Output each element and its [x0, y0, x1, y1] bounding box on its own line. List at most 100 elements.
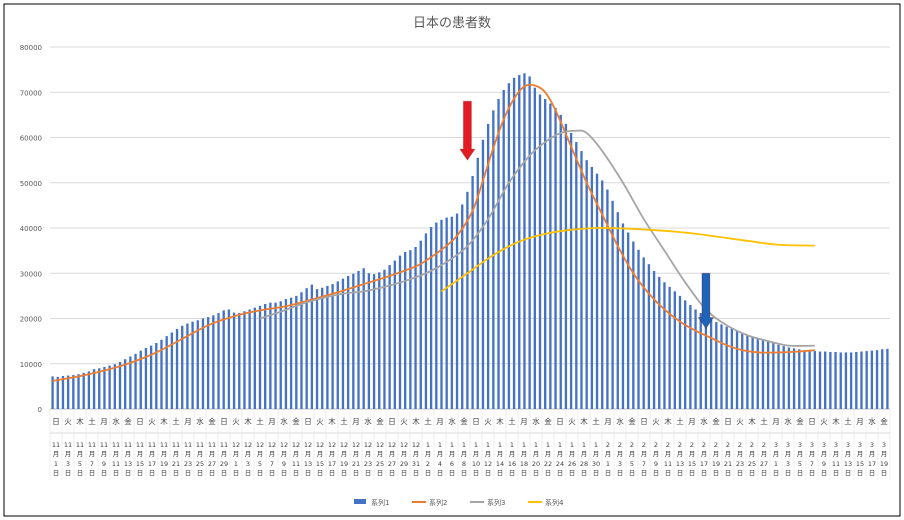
annotation-arrows: [458, 100, 715, 330]
x-day-char: 日: [581, 469, 588, 477]
x-day-char: 日: [773, 469, 780, 477]
x-day-char: 日: [629, 469, 636, 477]
x-day-char: 日: [785, 469, 792, 477]
x-day-char: 日: [149, 469, 156, 477]
x-weekday-label: 水: [112, 416, 120, 426]
legend: 系列1 系列2 系列3 系列4: [354, 498, 564, 507]
bar: [616, 212, 619, 409]
legend-swatch: [354, 499, 366, 504]
x-month-label: 1: [498, 441, 502, 449]
x-weekday-label: 火: [820, 417, 828, 426]
bar: [92, 369, 96, 409]
x-month-char: 月: [557, 450, 564, 458]
x-month-label: 12: [268, 441, 276, 449]
x-day-label: 1: [606, 460, 610, 468]
bar: [56, 376, 59, 409]
x-axis-labels: 日11月1日火11月3日木11月5日土11月7日月11月9日水11月11日金11…: [49, 409, 891, 480]
x-day-label: 8: [462, 460, 466, 468]
y-tick-label: 80000: [20, 44, 42, 52]
bar: [658, 276, 661, 409]
x-day-label: 5: [78, 460, 82, 468]
x-day-label: 16: [508, 460, 516, 468]
bar: [626, 232, 630, 409]
x-day-char: 日: [125, 469, 132, 477]
x-weekday-label: 日: [472, 417, 480, 426]
x-day-char: 日: [353, 469, 360, 477]
x-month-char: 月: [797, 450, 804, 458]
x-day-label: 13: [844, 460, 852, 468]
bar: [621, 223, 625, 409]
x-day-label: 25: [748, 460, 756, 468]
bar: [792, 348, 796, 409]
x-weekday-label: 金: [796, 416, 804, 426]
x-weekday-label: 金: [880, 416, 888, 426]
bar-series: [51, 73, 889, 410]
x-day-char: 日: [725, 469, 732, 477]
line-series: [52, 83, 815, 382]
x-day-label: 4: [438, 460, 442, 468]
x-day-label: 18: [520, 460, 528, 468]
bar: [212, 315, 215, 409]
bar: [875, 350, 879, 409]
bar: [476, 157, 479, 409]
x-month-label: 12: [292, 441, 300, 449]
x-day-char: 日: [65, 469, 72, 477]
bar: [82, 372, 85, 409]
bar: [134, 353, 137, 409]
x-weekday-label: 月: [268, 417, 276, 426]
x-month-label: 11: [100, 441, 108, 449]
bar: [834, 351, 837, 409]
x-day-label: 9: [822, 460, 826, 468]
x-month-char: 月: [329, 450, 336, 458]
x-weekday-label: 金: [208, 416, 216, 426]
x-day-char: 日: [545, 469, 552, 477]
bar: [155, 342, 158, 409]
bar: [409, 250, 412, 409]
x-day-label: 11: [832, 460, 840, 468]
x-month-label: 12: [316, 441, 324, 449]
x-month-label: 12: [232, 441, 240, 449]
x-day-char: 日: [881, 469, 888, 477]
x-month-char: 月: [641, 450, 648, 458]
x-day-char: 日: [173, 469, 180, 477]
x-day-label: 28: [580, 460, 588, 468]
x-month-label: 1: [594, 441, 598, 449]
x-month-char: 月: [269, 450, 276, 458]
bar: [315, 289, 319, 409]
x-month-char: 月: [233, 450, 240, 458]
bar: [72, 375, 75, 409]
x-day-char: 日: [593, 469, 600, 477]
x-month-label: 2: [714, 441, 718, 449]
y-tick-label: 40000: [20, 225, 42, 233]
bar: [590, 166, 594, 409]
x-day-label: 25: [376, 460, 384, 468]
x-month-char: 月: [425, 450, 432, 458]
x-month-char: 月: [221, 450, 228, 458]
x-day-char: 日: [677, 469, 684, 477]
bar: [632, 241, 635, 409]
bar: [108, 365, 111, 409]
x-month-label: 2: [762, 441, 766, 449]
x-day-char: 日: [233, 469, 240, 477]
x-month-label: 1: [486, 441, 490, 449]
bar: [113, 364, 116, 409]
bar: [689, 304, 692, 409]
bar: [595, 173, 599, 409]
x-day-char: 日: [113, 469, 120, 477]
x-month-char: 月: [353, 450, 360, 458]
x-month-char: 月: [473, 450, 480, 458]
x-day-label: 7: [90, 460, 94, 468]
bar: [243, 311, 246, 409]
bar: [129, 356, 132, 409]
x-month-label: 11: [184, 441, 192, 449]
line-系列4: [440, 227, 815, 293]
x-day-char: 日: [245, 469, 252, 477]
x-month-char: 月: [389, 450, 396, 458]
x-weekday-label: 木: [328, 416, 336, 426]
x-day-label: 19: [712, 460, 720, 468]
x-day-label: 1: [54, 460, 58, 468]
bar: [424, 233, 428, 409]
bar: [720, 324, 723, 409]
x-month-label: 12: [304, 441, 312, 449]
x-weekday-label: 土: [844, 416, 852, 426]
